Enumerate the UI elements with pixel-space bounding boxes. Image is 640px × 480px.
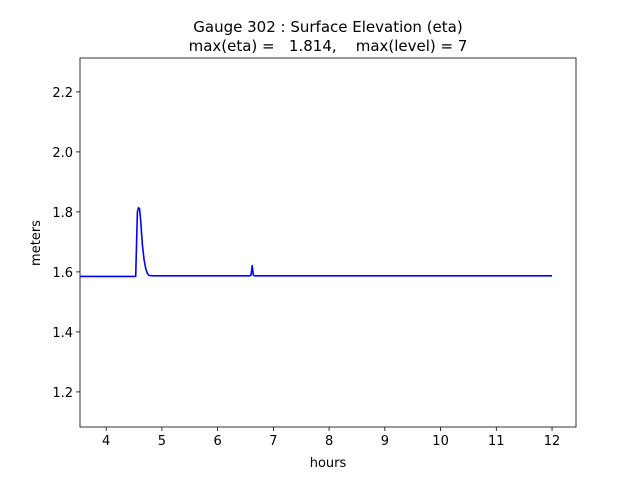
y-tick-label: 1.4: [52, 326, 73, 341]
y-tick-label: 1.8: [52, 206, 73, 221]
x-axis-label: hours: [310, 456, 347, 471]
x-tick-label: 5: [158, 434, 166, 449]
x-tick-label: 12: [544, 434, 561, 449]
x-tick-label: 9: [381, 434, 389, 449]
series-line-eta: [80, 206, 552, 278]
x-tick-label: 10: [432, 434, 449, 449]
x-tick-label: 8: [325, 434, 333, 449]
chart-subtitle: max(eta) = 1.814, max(level) = 7: [189, 37, 468, 55]
y-tick-label: 1.6: [52, 266, 73, 281]
y-tick-label: 2.2: [52, 86, 73, 101]
x-tick-label: 6: [214, 434, 222, 449]
x-tick-label: 7: [269, 434, 277, 449]
y-axis-label: meters: [29, 220, 44, 266]
plot-frame: [79, 57, 577, 428]
y-tick-label: 2.0: [52, 146, 73, 161]
x-tick-label: 4: [102, 434, 110, 449]
y-tick-label: 1.2: [52, 386, 73, 401]
plot-area: 4 5 6 7 8 9 10 11 12 1.2 1.4 1.6 1.8 2.0 2.2: [52, 57, 577, 449]
x-tick-label: 11: [488, 434, 505, 449]
chart-title: Gauge 302 : Surface Elevation (eta): [193, 18, 462, 36]
